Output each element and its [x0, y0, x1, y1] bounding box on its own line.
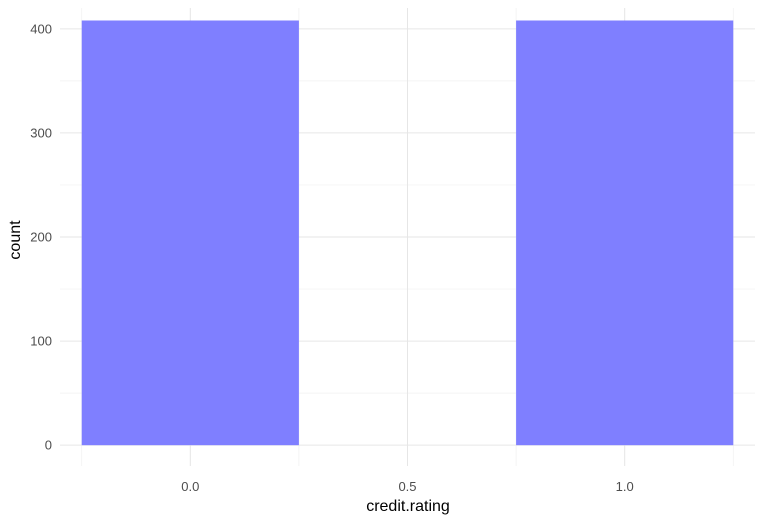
y-tick-label: 300 — [30, 125, 52, 140]
x-tick-labels: 0.0 0.5 1.0 — [181, 479, 633, 494]
bar — [516, 20, 734, 446]
y-tick-label: 200 — [30, 230, 52, 245]
y-axis-title: count — [7, 220, 24, 260]
y-tick-label: 100 — [30, 334, 52, 349]
x-axis-title: credit.rating — [366, 498, 450, 515]
y-tick-labels: 0 100 200 300 400 — [30, 21, 52, 452]
y-tick-label: 0 — [45, 438, 52, 453]
bars — [81, 20, 734, 446]
bar — [81, 20, 299, 446]
x-tick-label: 0.5 — [398, 479, 416, 494]
x-tick-label: 0.0 — [181, 479, 199, 494]
y-tick-label: 400 — [30, 21, 52, 36]
x-tick-label: 1.0 — [616, 479, 634, 494]
